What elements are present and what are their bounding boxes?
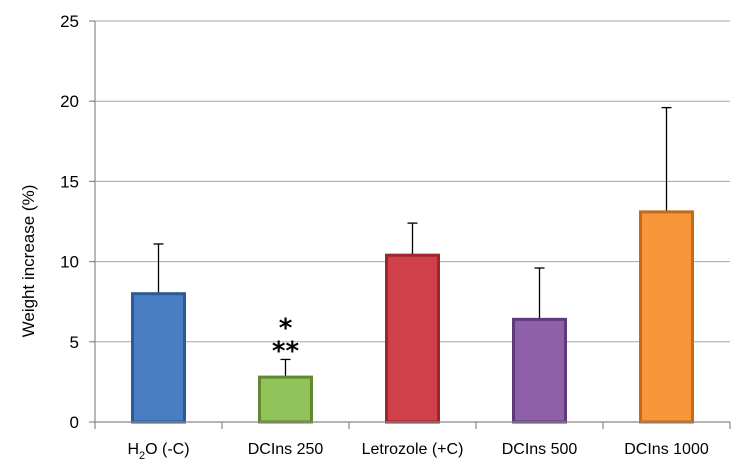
x-tick-label: H2O (-C) <box>127 441 189 462</box>
x-tick-label-text: DCIns 1000 <box>624 441 709 458</box>
bar <box>258 375 313 424</box>
y-axis-title: Weight increase (%) <box>19 185 38 338</box>
x-tick-label: DCIns 500 <box>502 441 578 458</box>
y-tick-label: 15 <box>60 172 79 191</box>
significance-marker: * <box>279 313 293 343</box>
gridlines <box>95 20 730 343</box>
y-tick-label: 10 <box>60 253 79 272</box>
y-tick-label: 0 <box>70 413 79 432</box>
x-tick-label-text: DCIns 500 <box>502 441 578 458</box>
y-tick-label: 25 <box>60 12 79 31</box>
x-tick-label-text: Letrozole (+C) <box>362 441 464 458</box>
x-tick-label: Letrozole (+C) <box>362 441 464 458</box>
x-tick-label: DCIns 1000 <box>624 441 709 458</box>
x-tick-labels: H2O (-C) DCIns 250 Letrozole (+C) DCIns 500… <box>127 441 708 462</box>
bar <box>512 317 567 424</box>
x-tick-label-text: O (-C) <box>145 441 189 458</box>
bar <box>639 210 694 424</box>
y-tick-label: 20 <box>60 92 79 111</box>
axes <box>89 20 731 429</box>
bar <box>385 253 440 424</box>
annotations: *** <box>272 313 300 366</box>
x-tick-label: DCIns 250 <box>248 441 324 458</box>
bar <box>131 292 186 424</box>
y-tick-labels: 0 5 10 15 20 25 <box>60 12 79 432</box>
x-tick-label-subscript: 2 <box>139 450 145 462</box>
significance-marker: ** <box>272 336 300 366</box>
x-tick-label-text: DCIns 250 <box>248 441 324 458</box>
y-tick-label: 5 <box>70 333 79 352</box>
bars <box>131 106 694 424</box>
x-tick-label-text: H <box>127 441 139 458</box>
